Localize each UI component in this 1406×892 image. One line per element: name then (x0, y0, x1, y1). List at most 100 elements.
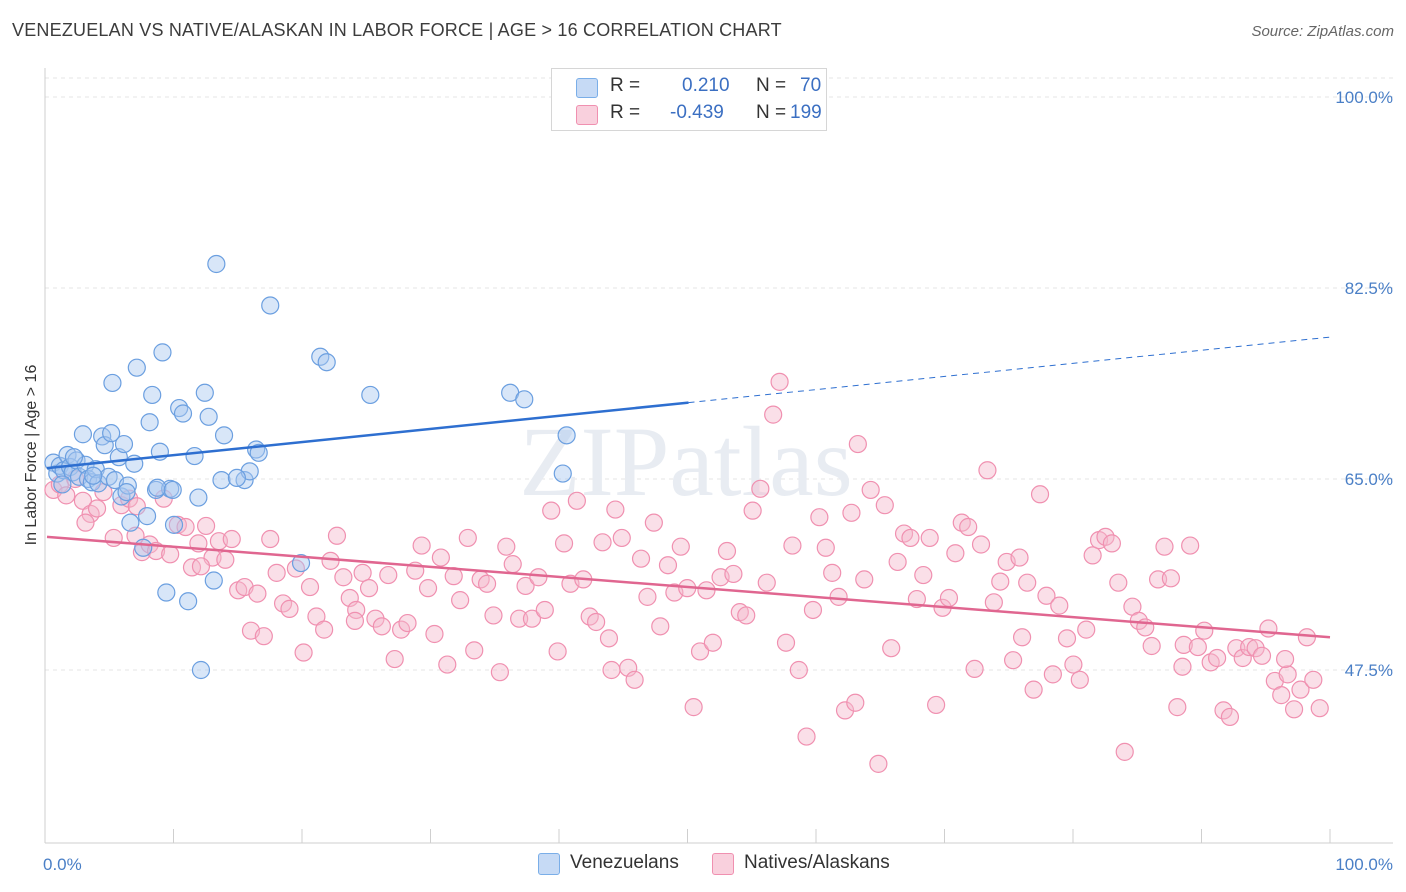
x-tick-labels: 0.0% 100.0% (43, 855, 1393, 874)
data-point-native (353, 563, 372, 582)
data-point-venezuelan (179, 592, 198, 611)
data-point-native (875, 496, 894, 515)
data-point-native (1109, 573, 1128, 592)
data-point-native (1148, 570, 1168, 589)
data-point-native (567, 491, 586, 510)
data-point-native (431, 548, 450, 567)
data-point-native (901, 528, 920, 548)
data-point-venezuelan (207, 254, 226, 274)
data-point-native (978, 461, 997, 480)
data-point-native (1240, 637, 1259, 657)
data-point-native (927, 695, 946, 715)
legend-n-label: N = (756, 102, 787, 123)
data-point-native (848, 434, 867, 454)
data-point-native (1278, 665, 1297, 684)
data-point-native (261, 529, 280, 549)
data-point-native (477, 574, 497, 593)
data-point-venezuelan (73, 425, 93, 444)
data-point-native (599, 629, 619, 648)
data-point-native (869, 754, 888, 773)
data-point-native (724, 564, 743, 584)
data-point-venezuelan (212, 470, 231, 490)
data-point-native (842, 503, 861, 522)
data-point-native (1233, 648, 1252, 668)
data-point-native (1291, 680, 1310, 699)
data-point-native (294, 643, 313, 662)
legend-n-value: 199 (790, 102, 822, 123)
data-point-native (1195, 621, 1214, 640)
data-point-native (743, 501, 762, 520)
data-point-native (797, 727, 816, 746)
data-point-native (751, 479, 770, 498)
y-tick-label: 47.5% (1345, 661, 1393, 680)
data-point-native (789, 660, 808, 680)
data-point-native (191, 557, 211, 576)
data-point-venezuelan (227, 468, 246, 488)
legend-r-label: R = (610, 102, 641, 123)
data-point-native (1227, 639, 1246, 658)
data-point-native (1275, 649, 1295, 669)
data-point-native (1284, 700, 1304, 719)
data-point-venezuelan (195, 383, 214, 402)
axes (44, 68, 1393, 844)
data-point-native (280, 599, 299, 618)
data-point-native (1173, 657, 1192, 676)
data-point-native (1168, 698, 1187, 717)
data-point-venezuelan (117, 482, 136, 502)
data-point-native (697, 581, 716, 600)
data-point-native (946, 544, 965, 563)
data-point-venezuelan (557, 426, 576, 445)
data-point-venezuelan (121, 513, 140, 532)
data-point-native (1155, 537, 1174, 556)
data-point-native (764, 405, 783, 424)
data-point-native (602, 660, 621, 680)
data-point-native (529, 568, 548, 587)
data-point-native (1037, 586, 1056, 605)
data-point-venezuelan (191, 660, 211, 680)
data-point-native (1310, 699, 1329, 718)
chart-title: VENEZUELAN VS NATIVE/ALASKAN IN LABOR FO… (12, 20, 782, 40)
data-point-native (535, 600, 554, 620)
data-point-native (606, 500, 625, 519)
data-point-native (1220, 707, 1240, 727)
data-point-venezuelan (261, 296, 280, 315)
data-point-native (803, 600, 823, 620)
data-point-venezuelan (214, 426, 234, 445)
data-point-native (176, 517, 195, 537)
data-point-venezuelan (553, 464, 572, 483)
legend-n-label: N = (756, 75, 787, 96)
data-point-venezuelan (102, 424, 121, 443)
data-point-native (1024, 680, 1043, 699)
data-point-native (1003, 651, 1023, 670)
data-point-native (267, 563, 286, 582)
data-point-native (334, 568, 353, 587)
data-point-native (542, 501, 561, 520)
data-point-venezuelan (204, 571, 223, 590)
data-point-native (418, 579, 438, 598)
data-point-native (345, 611, 365, 630)
data-point-native (984, 593, 1003, 612)
data-point-native (991, 572, 1010, 591)
data-point-native (161, 545, 180, 564)
data-point-native (321, 551, 340, 570)
data-point-venezuelan (103, 373, 122, 393)
data-point-native (522, 609, 542, 628)
data-point-venezuelan (291, 553, 311, 573)
data-point-venezuelan (199, 407, 218, 426)
legend-n-value: 70 (800, 75, 822, 96)
data-point-native (658, 556, 678, 575)
data-point-venezuelan (143, 385, 162, 405)
y-tick-label: 100.0% (1335, 88, 1393, 107)
legend-swatch-pink (576, 105, 598, 125)
data-point-native (366, 609, 385, 628)
data-point-native (1142, 636, 1161, 656)
data-point-native (717, 541, 737, 561)
data-point-native (1083, 546, 1102, 565)
data-point-native (327, 526, 347, 545)
data-point-native (1259, 619, 1278, 638)
data-point-native (104, 528, 123, 548)
data-point-native (625, 670, 644, 689)
data-point-native (638, 587, 657, 606)
data-point-native (412, 536, 431, 555)
data-point-native (861, 480, 880, 500)
